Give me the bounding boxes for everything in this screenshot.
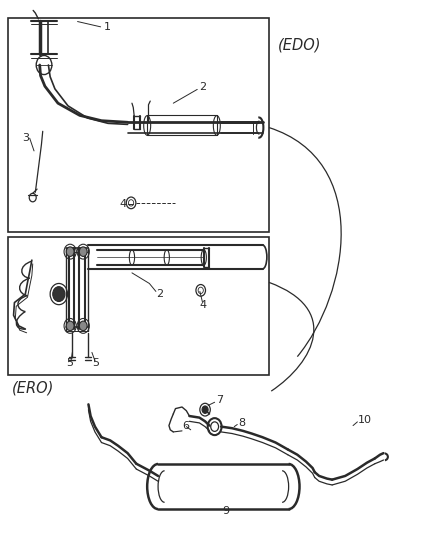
Circle shape [53, 287, 65, 302]
Circle shape [66, 321, 74, 330]
Bar [8, 18, 269, 232]
Text: 8: 8 [239, 418, 246, 428]
Text: 7: 7 [216, 395, 223, 405]
Circle shape [79, 321, 87, 330]
Text: 9: 9 [223, 506, 230, 516]
Bar [8, 237, 269, 375]
Text: 5: 5 [66, 358, 73, 368]
Text: (EDO): (EDO) [278, 37, 321, 52]
Text: 2: 2 [199, 82, 207, 92]
Text: 2: 2 [156, 289, 163, 299]
Circle shape [79, 247, 87, 256]
Text: 5: 5 [92, 358, 99, 368]
Text: 1: 1 [104, 22, 111, 32]
Circle shape [66, 247, 74, 256]
Text: 10: 10 [358, 415, 372, 425]
Text: (ERO): (ERO) [12, 381, 55, 395]
Circle shape [202, 406, 208, 414]
Text: 3: 3 [22, 133, 29, 143]
Text: 4: 4 [120, 199, 127, 209]
Text: 4: 4 [199, 300, 207, 310]
Text: 6: 6 [182, 421, 189, 431]
